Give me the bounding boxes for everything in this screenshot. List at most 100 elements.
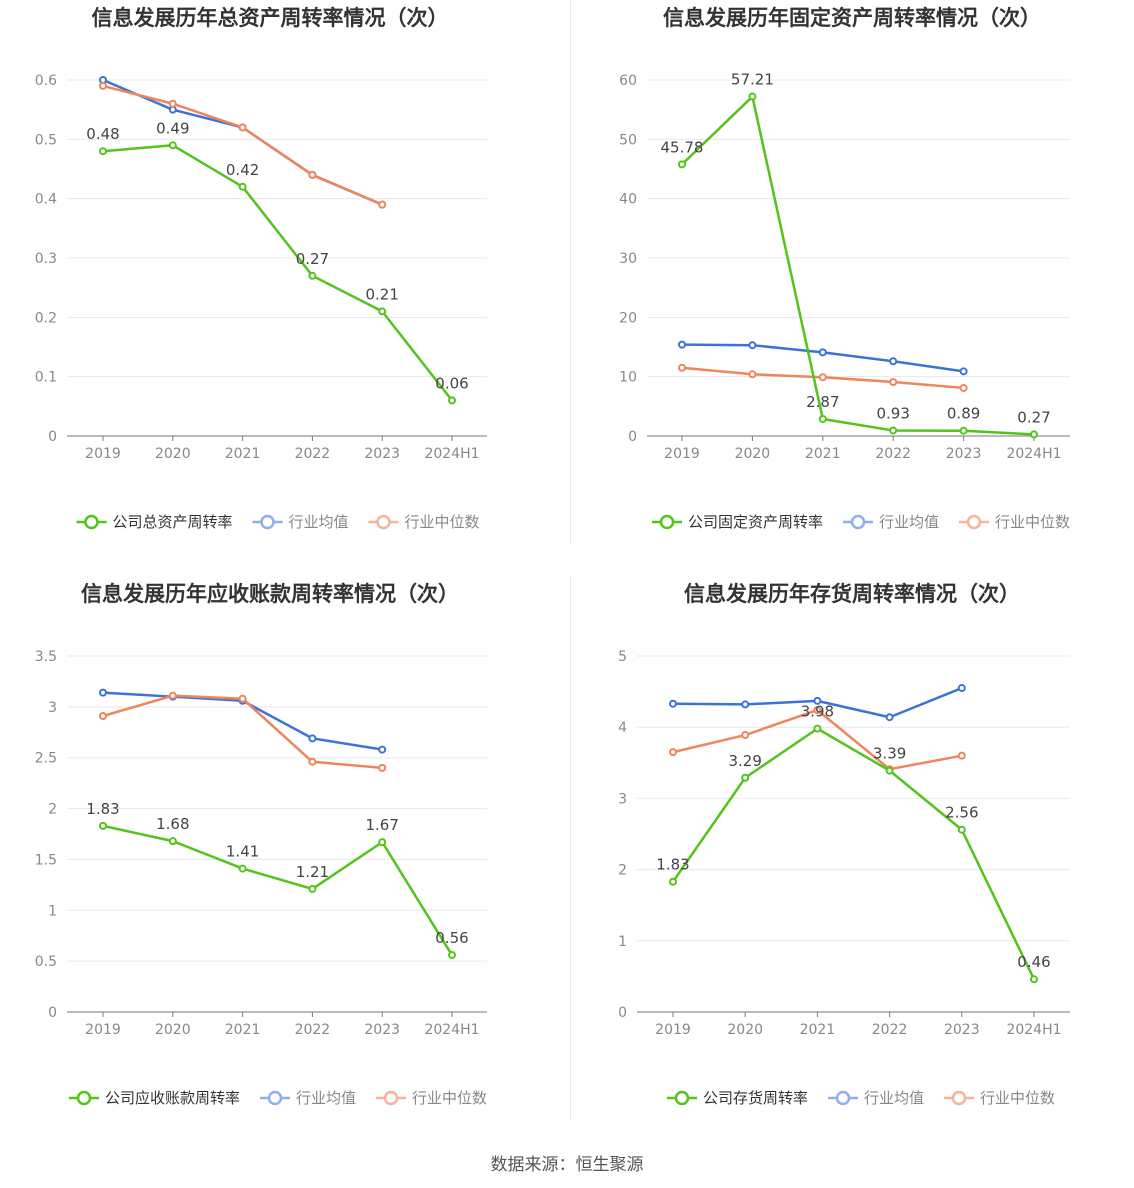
chart1-y-tick-label: 0.2 <box>35 310 57 326</box>
chart2-series-2-point <box>889 378 898 387</box>
chart2-series-1-point <box>818 348 827 357</box>
chart3-y-tick-label: 3.5 <box>35 649 57 665</box>
chart2-series-0-point <box>889 426 898 435</box>
chart3-y-tick-label: 2 <box>48 802 57 818</box>
chart4-series-2-point <box>669 748 677 757</box>
chart4-title: 信息发展历年存货周转率情况（次） <box>684 582 1020 606</box>
chart4-x-tick-label: 2022 <box>872 1022 908 1038</box>
chart4-y-tick-label: 0 <box>618 1005 627 1021</box>
chart3-series-0-point <box>168 837 177 846</box>
chart2-data-label: 0.27 <box>1017 408 1050 426</box>
chart2-data-label: 0.89 <box>947 405 980 423</box>
chart4-data-label: 0.46 <box>1017 953 1050 971</box>
data-source-note: 数据来源：恒生聚源 <box>490 1155 644 1175</box>
chart3-legend-label: 行业中位数 <box>412 1089 487 1107</box>
chart2-legend-label: 行业中位数 <box>995 513 1070 531</box>
chart2-series-0-point <box>1030 430 1038 439</box>
chart1-series-2-point <box>99 81 107 90</box>
chart4-data-label: 3.39 <box>873 745 906 763</box>
chart2-y-tick-label: 50 <box>619 132 637 148</box>
chart1-legend-label: 行业均值 <box>289 513 349 531</box>
chart2-y-tick-label: 60 <box>619 73 637 89</box>
chart2-series-0-point <box>818 414 827 423</box>
chart1-data-label: 0.06 <box>435 374 468 392</box>
chart2-x-tick-label: 2023 <box>946 446 982 462</box>
chart3-series-0-point <box>378 838 387 847</box>
chart4-series-0-point <box>741 773 750 782</box>
chart1-x-tick-label: 2019 <box>85 446 121 462</box>
chart3-series-1-point <box>378 745 387 754</box>
chart2-legend-swatch-marker <box>850 514 866 530</box>
chart1-y-tick-label: 0 <box>48 429 57 445</box>
panel-divider-top <box>570 0 571 545</box>
chart2-series-1-point <box>748 341 757 350</box>
chart3-y-tick-label: 3 <box>48 700 57 716</box>
chart1-x-tick-label: 2021 <box>225 446 261 462</box>
chart2-series-0-point <box>748 92 757 101</box>
chart1-series-0-line <box>102 144 453 402</box>
chart3-y-tick-label: 0 <box>48 1005 57 1021</box>
chart1-legend-label: 公司总资产周转率 <box>113 513 233 531</box>
chart4-legend-swatch-marker <box>951 1090 967 1106</box>
chart2-x-tick-label: 2021 <box>805 446 841 462</box>
chart2-data-label: 2.87 <box>806 393 839 411</box>
chart2-y-tick-label: 40 <box>619 192 637 208</box>
chart1-data-label: 0.49 <box>156 119 189 137</box>
chart1-data-label: 0.21 <box>365 285 398 303</box>
chart1-title: 信息发展历年总资产周转率情况（次） <box>92 6 449 30</box>
chart4-y-tick-label: 3 <box>618 791 627 807</box>
chart1-data-label: 0.48 <box>86 125 119 143</box>
chart1-y-tick-label: 0.1 <box>35 370 57 386</box>
chart3-data-label: 1.83 <box>86 800 119 818</box>
chart4-legend-label: 公司存货周转率 <box>703 1089 808 1107</box>
chart1-legend-label: 行业中位数 <box>405 513 480 531</box>
chart1-x-tick-label: 2020 <box>155 446 191 462</box>
chart4-series-1-point <box>885 713 894 722</box>
chart4-legend-swatch-marker <box>674 1090 690 1106</box>
chart3-x-tick-label: 2021 <box>225 1022 261 1038</box>
chart3-data-label: 0.56 <box>435 929 468 947</box>
chart4-series-1-point <box>813 696 822 705</box>
chart2-series-2-point <box>959 383 968 392</box>
chart4-y-tick-label: 1 <box>618 934 627 950</box>
chart2-series-1-point <box>889 357 898 366</box>
chart3-legend-swatch-marker <box>383 1090 399 1106</box>
chart3-series-2-point <box>168 691 177 700</box>
chart1-x-tick-label: 2022 <box>295 446 331 462</box>
chart2-series-1-point <box>678 340 686 349</box>
chart2-data-label: 45.78 <box>661 138 704 156</box>
chart2-data-label: 0.93 <box>876 404 909 422</box>
chart3-series-1-point <box>99 688 107 697</box>
chart2-legend-swatch-marker <box>659 514 675 530</box>
chart4-data-label: 2.56 <box>945 804 978 822</box>
chart3-y-tick-label: 0.5 <box>35 954 57 970</box>
chart3-series-2-point <box>99 712 107 721</box>
chart3-data-label: 1.41 <box>226 843 259 861</box>
chart1-series-0-point <box>168 141 177 150</box>
chart2-legend-swatch-marker <box>966 514 982 530</box>
chart4-series-2-point <box>813 706 822 715</box>
chart1-y-tick-label: 0.3 <box>35 251 57 267</box>
chart3-series-2-point <box>308 757 317 766</box>
chart2-series-1-point <box>959 367 968 376</box>
chart2-legend-label: 行业均值 <box>879 513 939 531</box>
chart1-series-0-point <box>99 147 107 156</box>
chart3-data-label: 1.68 <box>156 815 189 833</box>
chart4-series-1-point <box>957 684 966 693</box>
chart4-series-0-point <box>885 766 894 775</box>
chart3-legend-label: 公司应收账款周转率 <box>105 1089 240 1107</box>
chart3-x-tick-label: 2022 <box>295 1022 331 1038</box>
chart4-series-2-point <box>957 751 966 760</box>
chart1-data-label: 0.27 <box>296 250 329 268</box>
chart2-data-label: 57.21 <box>731 71 774 89</box>
panel-divider-bottom <box>570 575 571 1120</box>
chart3-x-tick-label: 2019 <box>85 1022 121 1038</box>
chart3-x-tick-label: 2023 <box>364 1022 400 1038</box>
chart2-x-tick-label: 2022 <box>875 446 911 462</box>
chart2-legend-label: 公司固定资产周转率 <box>688 513 823 531</box>
chart1-x-tick-label: 2024H1 <box>424 446 479 462</box>
chart2-y-tick-label: 20 <box>619 310 637 326</box>
chart4-y-tick-label: 5 <box>618 649 627 665</box>
chart2-series-2-point <box>678 363 686 372</box>
chart4-legend-label: 行业均值 <box>864 1089 924 1107</box>
